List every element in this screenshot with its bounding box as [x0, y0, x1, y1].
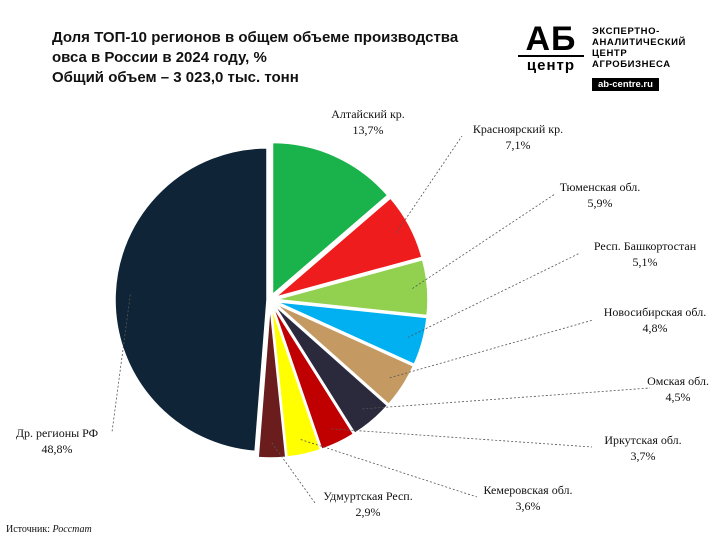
slice-label-8: Кемеровская обл.	[483, 483, 572, 497]
slice-value-label-6: 4,5%	[666, 390, 691, 404]
pie-slice-4	[275, 300, 428, 366]
pie-slice-6	[273, 304, 389, 435]
pie-slice-2	[274, 196, 423, 298]
leader-line-7	[331, 428, 593, 448]
ab-centre-logo: АБ центр ЭКСПЕРТНО- АНАЛИТИЧЕСКИЙ ЦЕНТР …	[518, 20, 698, 92]
logo-mark-top: АБ	[525, 20, 577, 58]
slice-label-9: Удмуртская Респ.	[323, 489, 412, 503]
slice-value-label-4: 5,1%	[633, 255, 658, 269]
chart-title: Доля ТОП-10 регионов в общем объеме прои…	[52, 28, 458, 88]
slice-label-6: Омская обл.	[647, 374, 709, 388]
logo-text: ЭКСПЕРТНО- АНАЛИТИЧЕСКИЙ ЦЕНТР АГРОБИЗНЕ…	[592, 26, 686, 70]
slice-label-3: Тюменская обл.	[560, 180, 641, 194]
leader-line-9	[271, 442, 316, 504]
slice-value-label-1: 13,7%	[353, 123, 384, 137]
slice-value-label-3: 5,9%	[588, 196, 613, 210]
slice-value-label-8: 3,6%	[516, 499, 541, 513]
slice-value-label-5: 4,8%	[643, 321, 668, 335]
slice-label-10: Др. регионы РФ	[16, 426, 98, 440]
pie-slice-5	[274, 302, 415, 406]
title-line-1: Доля ТОП-10 регионов в общем объеме прои…	[52, 29, 459, 46]
leader-line-2	[395, 135, 463, 234]
logo-text-line-4: АГРОБИЗНЕСА	[592, 59, 671, 70]
leader-line-6	[362, 387, 651, 410]
leader-line-5	[389, 319, 594, 379]
title-line-3: Общий объем – 3 023,0 тыс. тонн	[52, 69, 299, 86]
pie-slice-3	[275, 258, 429, 317]
logo-url: ab-centre.ru	[592, 78, 659, 91]
slice-label-1: Алтайский кр.	[331, 107, 405, 121]
slice-value-label-10: 48,8%	[42, 442, 73, 456]
slice-label-5: Новосибирская обл.	[604, 305, 706, 319]
pie-slice-7	[271, 305, 355, 451]
logo-text-line-3: ЦЕНТР	[592, 48, 628, 59]
logo-text-line-1: ЭКСПЕРТНО-	[592, 26, 660, 37]
slice-label-4: Респ. Башкортостан	[594, 239, 697, 253]
pie-slice-9	[257, 305, 287, 459]
source-value: Росстат	[52, 524, 92, 535]
leader-line-10	[111, 294, 131, 433]
slice-value-label-9: 2,9%	[356, 505, 381, 519]
leader-line-3	[412, 193, 556, 289]
logo-mark: АБ центр	[518, 20, 584, 74]
pie-slice-1	[271, 141, 389, 297]
leader-line-4	[407, 252, 581, 338]
leader-line-8	[300, 439, 478, 498]
slice-value-label-7: 3,7%	[631, 449, 656, 463]
slice-value-label-2: 7,1%	[506, 138, 531, 152]
slice-label-2: Красноярский кр.	[473, 122, 563, 136]
slice-label-7: Иркутская обл.	[604, 433, 681, 447]
source-label: Источник:	[6, 524, 51, 535]
logo-rule	[518, 55, 584, 57]
pie-slice-8	[270, 305, 322, 458]
source-note: Источник: Росстат	[6, 524, 92, 535]
logo-text-line-2: АНАЛИТИЧЕСКИЙ	[592, 37, 686, 48]
logo-mark-bottom: центр	[526, 57, 576, 74]
pie-slice-10	[114, 147, 268, 453]
title-line-2: овса в России в 2024 году, %	[52, 49, 267, 66]
